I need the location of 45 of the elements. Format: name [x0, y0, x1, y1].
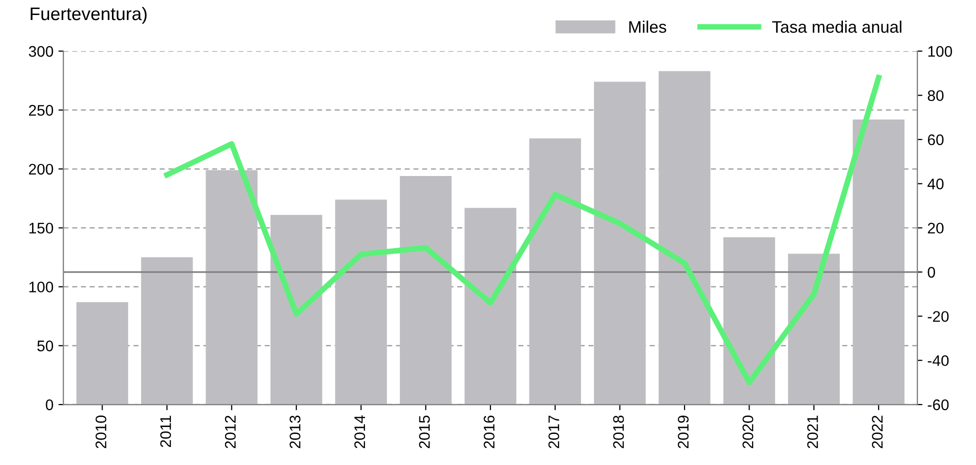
y2-tick-label: -20 [928, 311, 949, 322]
x-tick-label: 2013 [290, 416, 300, 448]
bar [335, 200, 387, 405]
y2-tick-label: -40 [928, 355, 949, 366]
x-tick-label: 2011 [160, 416, 172, 448]
x-tick-label: 2022 [872, 416, 883, 448]
bar [788, 254, 840, 405]
y2-tick-label: 40 [928, 178, 944, 190]
x-tick-label: 2017 [548, 416, 560, 448]
x-tick-label: 2019 [678, 416, 689, 448]
x-tick-label: 2015 [419, 416, 430, 448]
legend-label: Tasa media anual [772, 20, 902, 33]
y2-tick-label: 0 [928, 266, 936, 278]
y2-tick-label: 60 [928, 134, 944, 146]
y2-tick-label: -60 [928, 399, 949, 410]
y-tick-label: 150 [29, 222, 54, 234]
chart-title: Fuerteventura) [30, 6, 147, 24]
bar [658, 71, 710, 405]
x-tick-label: 2021 [807, 416, 818, 448]
bar [76, 302, 128, 405]
bar [723, 237, 776, 405]
y-tick-label: 200 [29, 164, 54, 175]
bar [464, 208, 516, 405]
x-tick-label: 2016 [484, 416, 495, 448]
y-tick-label: 0 [46, 399, 54, 410]
y-tick-label: 250 [29, 104, 54, 116]
x-tick-label: 2014 [354, 415, 366, 448]
y2-tick-label: 20 [928, 222, 944, 234]
legend-label: Miles [629, 20, 666, 33]
x-tick-label: 2010 [96, 416, 106, 448]
bar [141, 257, 193, 405]
y2-tick-label: 100 [928, 46, 952, 57]
bar [529, 138, 582, 405]
bar [270, 214, 322, 405]
y-tick-label: 100 [29, 282, 54, 292]
bar [206, 170, 258, 405]
y2-tick-label: 80 [928, 90, 944, 102]
y-tick-label: 300 [28, 46, 54, 57]
bar [400, 176, 452, 405]
bar [594, 82, 646, 405]
x-tick-label: 2018 [613, 416, 624, 448]
y-tick-label: 50 [37, 340, 54, 352]
x-tick-label: 2012 [224, 416, 236, 448]
bar [852, 119, 904, 405]
x-tick-label: 2020 [742, 416, 754, 448]
